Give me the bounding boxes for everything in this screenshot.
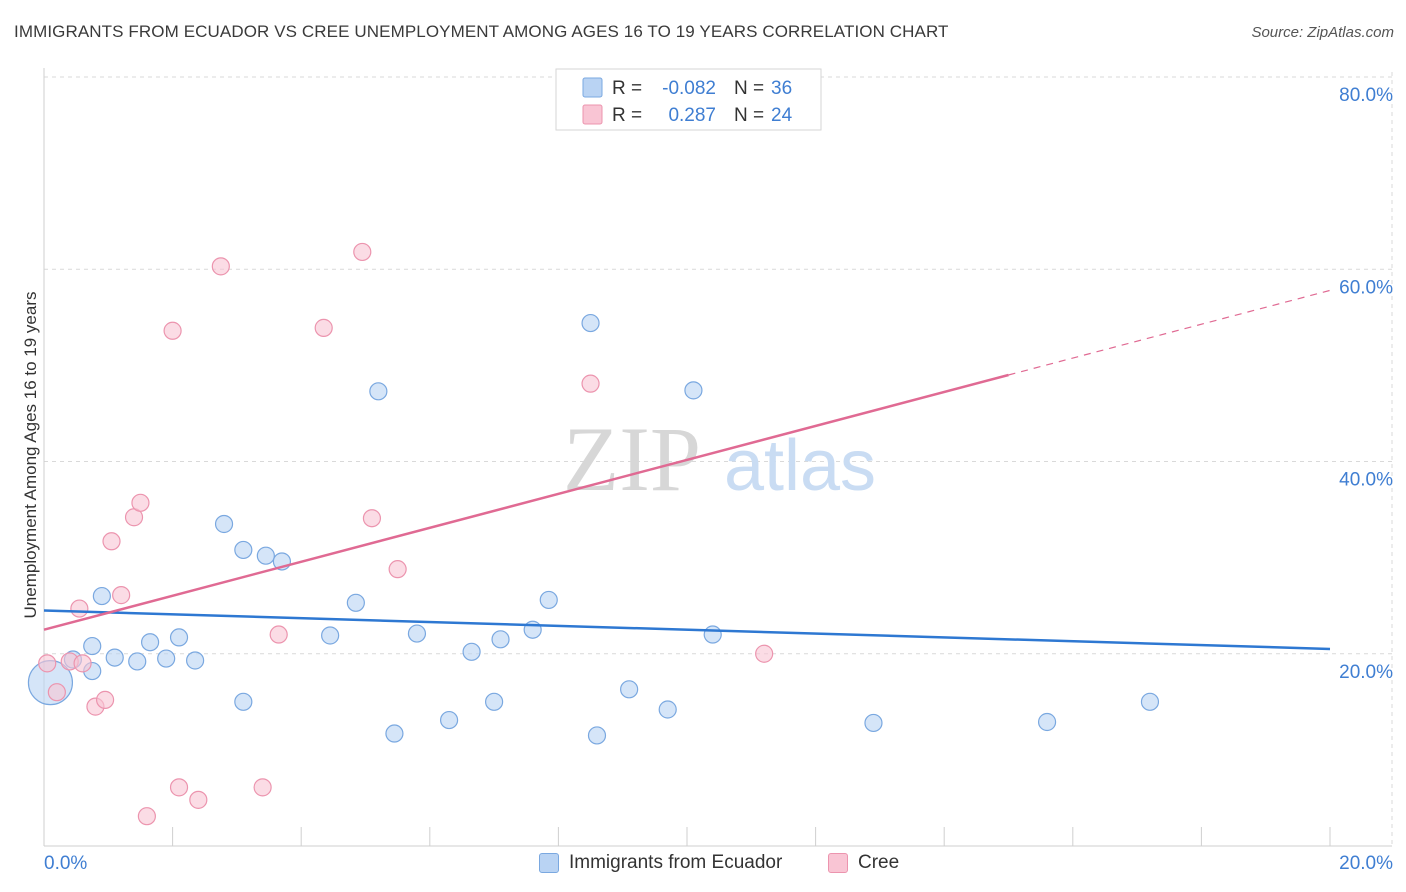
legend-r-value-0: -0.082 <box>662 78 716 99</box>
legend-label-cree: Cree <box>858 852 900 873</box>
ecuador-point-30 <box>684 381 703 400</box>
ecuador-point-22 <box>485 692 504 711</box>
ecuador-point-19 <box>407 624 427 643</box>
cree-point-5 <box>95 690 115 709</box>
chart-title: IMMIGRANTS FROM ECUADOR VS CREE UNEMPLOY… <box>14 22 949 41</box>
watermark-atlas: atlas <box>724 426 876 506</box>
cree-point-18 <box>353 242 372 262</box>
grid-lines <box>44 72 1393 846</box>
y-tick-label-1: 40.0% <box>1339 470 1393 491</box>
cree-point-7 <box>112 586 131 605</box>
cree-point-17 <box>314 318 333 337</box>
ecuador-point-35 <box>234 692 253 711</box>
trend-line-cree-dashed <box>1008 289 1331 376</box>
legend-swatch-blue <box>539 853 559 873</box>
ecuador-point-28 <box>620 680 639 699</box>
ecuador-point-3 <box>83 636 102 656</box>
cree-point-0 <box>38 654 57 673</box>
ecuador-point-18 <box>385 724 404 743</box>
ecuador-point-11 <box>214 514 234 534</box>
ecuador-point-21 <box>462 642 481 661</box>
ecuador-point-16 <box>346 593 365 612</box>
cree-point-3 <box>70 599 89 618</box>
cree-point-1 <box>47 683 66 702</box>
ecuador-point-5 <box>140 633 160 652</box>
ecuador-point-34 <box>1140 692 1160 711</box>
source-label: Source: ZipAtlas.com <box>1251 24 1394 41</box>
ecuador-point-25 <box>539 590 558 610</box>
legend-r-value-1: 0.287 <box>668 105 716 126</box>
ecuador-point-31 <box>703 625 722 644</box>
legend-top-swatch-blue <box>582 77 603 98</box>
trend-line-ecuador <box>43 609 1331 651</box>
legend-top-swatch-pink <box>582 104 603 125</box>
cree-point-12 <box>169 778 189 797</box>
ecuador-point-17 <box>369 382 388 401</box>
y-tick-label-2: 60.0% <box>1339 277 1393 298</box>
legend-n-value-1: 24 <box>771 105 793 126</box>
watermark: ZIP atlas <box>563 408 876 510</box>
cree-point-14 <box>211 257 230 276</box>
y-tick-label-0: 20.0% <box>1339 662 1393 683</box>
legend-top: R = -0.082 N = 36 R = 0.287 N = 24 <box>555 68 822 131</box>
legend-n-label-0: N = <box>734 78 764 99</box>
y-tick-label-3: 80.0% <box>1339 85 1393 106</box>
data-points <box>27 242 1160 826</box>
cree-point-9 <box>131 493 150 512</box>
y-axis-title: Unemployment Among Ages 16 to 19 years <box>21 292 40 619</box>
ecuador-point-12 <box>234 540 253 560</box>
ecuador-point-23 <box>491 630 510 649</box>
cree-point-16 <box>269 625 288 644</box>
legend-item-ecuador: Immigrants from Ecuador <box>539 852 782 874</box>
cree-point-22 <box>755 644 774 663</box>
ecuador-point-29 <box>658 700 677 719</box>
tick-labels: 20.0% 40.0% 60.0% 80.0% 0.0% 20.0% <box>44 85 1393 874</box>
ecuador-point-8 <box>157 649 176 668</box>
ecuador-point-15 <box>321 626 340 645</box>
legend-item-cree: Cree <box>828 852 899 874</box>
legend-bottom: Immigrants from Ecuador Cree <box>0 852 1406 878</box>
cree-point-15 <box>253 778 272 797</box>
trend-lines <box>43 289 1331 651</box>
cree-point-11 <box>163 321 182 340</box>
ecuador-point-32 <box>864 713 883 733</box>
cree-point-19 <box>362 509 382 528</box>
legend-r-label-0: R = <box>612 78 642 99</box>
legend-n-label-1: N = <box>734 105 764 126</box>
legend-r-label-1: R = <box>612 105 642 126</box>
axes <box>43 68 1392 847</box>
ecuador-point-20 <box>439 710 459 730</box>
legend-swatch-pink <box>828 853 848 873</box>
ecuador-point-9 <box>169 628 189 647</box>
ecuador-point-6 <box>105 648 124 667</box>
cree-point-23 <box>73 654 92 673</box>
trend-line-cree <box>43 373 1009 631</box>
ecuador-point-13 <box>256 546 275 565</box>
cree-point-6 <box>102 532 121 551</box>
x-tick-label-1: 20.0% <box>1339 853 1393 874</box>
legend-n-value-0: 36 <box>771 78 792 99</box>
cree-point-10 <box>137 807 156 826</box>
legend-label-ecuador: Immigrants from Ecuador <box>569 852 783 873</box>
ecuador-point-27 <box>587 726 607 745</box>
watermark-zip: ZIP <box>563 408 701 510</box>
ecuador-point-7 <box>128 652 147 671</box>
ecuador-point-1 <box>92 586 111 606</box>
ecuador-point-33 <box>1037 712 1057 732</box>
ecuador-point-26 <box>581 313 600 333</box>
x-tick-label-0: 0.0% <box>44 853 87 874</box>
y-axis-label: Unemployment Among Ages 16 to 19 years <box>21 292 40 619</box>
cree-point-21 <box>581 374 600 393</box>
ecuador-point-10 <box>186 651 205 670</box>
cree-point-13 <box>189 790 208 809</box>
cree-point-20 <box>388 560 407 579</box>
